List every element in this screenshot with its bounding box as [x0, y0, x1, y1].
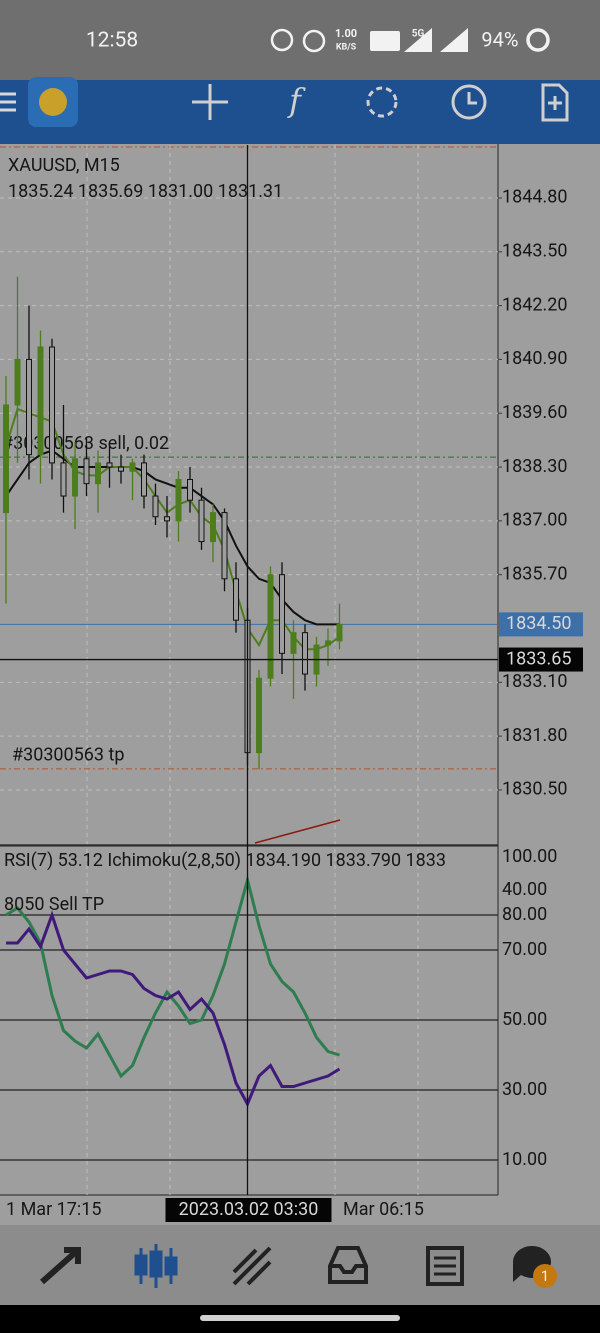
candle-body — [221, 512, 228, 580]
bid-box — [499, 612, 583, 637]
candle-body — [49, 346, 55, 464]
net-speed: 1.00 — [335, 27, 357, 40]
candle-body — [279, 574, 285, 654]
candle-body — [60, 462, 67, 497]
candle-body — [256, 677, 262, 754]
rsi-tick-label: 80.00 — [502, 904, 547, 925]
timeframe-button[interactable] — [451, 84, 487, 120]
chart-area — [0, 144, 600, 1225]
signal-icon — [404, 28, 432, 52]
candle-body — [164, 516, 170, 522]
history-tab[interactable] — [328, 1246, 368, 1284]
bid-label: 1834.50 — [506, 613, 571, 634]
network-type: 5G — [412, 29, 425, 40]
badge — [533, 1264, 557, 1288]
x-label-box — [165, 1198, 332, 1222]
x-label: Mar 06:15 — [343, 1199, 424, 1220]
y-tick-label: 1839.60 — [502, 402, 567, 423]
battery-text: 94% — [481, 27, 518, 51]
rsi-line — [5, 874, 340, 1079]
candle-body — [72, 458, 78, 497]
crosshair-button[interactable] — [192, 84, 228, 120]
trade-level-label: #30300563 sell, 0.02 — [2, 433, 169, 454]
candle-body — [267, 574, 274, 679]
symbols-button[interactable] — [366, 86, 398, 118]
candle-body — [118, 466, 124, 472]
menu-button[interactable] — [0, 92, 16, 112]
trend-line — [254, 819, 341, 844]
y-tick-label: 1830.50 — [502, 779, 567, 800]
rsi-tick-label: 30.00 — [502, 1079, 547, 1100]
bottom-nav — [0, 1225, 600, 1305]
candle-body — [129, 462, 136, 472]
candle-body — [26, 358, 32, 456]
y-tick-label: 1843.50 — [502, 241, 567, 262]
candle-body — [106, 462, 113, 468]
candle-body — [233, 578, 239, 621]
clock: 12:58 — [86, 29, 138, 53]
candle-body — [3, 404, 9, 514]
x-label: 2023.03.02 03:30 — [179, 1199, 319, 1220]
crosshair-price-box — [499, 647, 583, 672]
badge-count: 1 — [541, 1267, 549, 1285]
y-tick-label: 1840.90 — [502, 348, 567, 369]
net-unit: KB/S — [336, 42, 357, 52]
news-lines — [434, 1256, 456, 1276]
new-order-button[interactable] — [541, 83, 569, 122]
x-label: 1 Mar 17:15 — [6, 1199, 101, 1220]
news-tab[interactable] — [426, 1246, 464, 1286]
candle-body — [187, 478, 193, 501]
app-logo-mark — [39, 88, 67, 116]
candle-body — [302, 632, 308, 675]
trade-level-label: #30300563 tp — [12, 745, 124, 766]
y-tick-label: 1837.00 — [502, 510, 567, 531]
y-tick-label: 1842.20 — [502, 294, 567, 315]
rsi-tick-label: 50.00 — [502, 1009, 547, 1030]
candle-body — [198, 499, 205, 543]
crosshair-price-label: 1833.65 — [506, 648, 571, 669]
plot: 1844.80 1843.50 1842.20 1840.90 1839.60 1838.… — [0, 145, 583, 1222]
candle-body — [290, 632, 297, 654]
signal-icon — [440, 28, 468, 52]
rsi-tick-label: 10.00 — [502, 1149, 547, 1170]
candle-body — [141, 462, 147, 497]
y-tick-label: 1835.70 — [502, 563, 567, 584]
candle-body — [325, 640, 331, 646]
rsi-tick-label: 100.00 — [502, 846, 557, 867]
rsi-line — [6, 910, 341, 1108]
y-tick-label: 1831.80 — [502, 725, 567, 746]
chart-tab[interactable] — [134, 1244, 178, 1288]
trade-tab[interactable] — [232, 1246, 272, 1286]
alarm-icon — [302, 29, 326, 53]
home-indicator — [200, 1315, 400, 1321]
status-icon — [270, 28, 294, 52]
status-bar — [0, 0, 600, 80]
candle-body — [83, 458, 90, 485]
candle-body — [95, 462, 101, 485]
toolbar — [0, 80, 600, 144]
y-tick-label: 1844.80 — [502, 187, 567, 208]
rsi-header: RSI(7) 53.12 Ichimoku(2,8,50) 1834.190 1… — [4, 850, 446, 871]
candle-body — [336, 623, 343, 642]
candle-body — [152, 495, 159, 518]
ohlc-info: 1835.24 1835.69 1831.00 1831.31 — [8, 181, 283, 202]
rsi-note: 8050 Sell TP — [4, 894, 104, 915]
y-tick-label: 1833.10 — [502, 671, 567, 692]
y-tick-label: 1838.30 — [502, 456, 567, 477]
timeframe-hands — [467, 92, 477, 105]
candle-body — [14, 358, 21, 406]
candle-body — [210, 512, 216, 543]
overlay-label: 40.00 — [502, 879, 547, 900]
candle-body — [175, 478, 182, 522]
battery-icon — [526, 28, 550, 52]
rsi-tick-label: 70.00 — [502, 939, 547, 960]
volte-icon — [370, 31, 400, 51]
quotes-tab[interactable] — [40, 1247, 81, 1285]
candle-body — [37, 346, 44, 456]
symbol: XAUUSD, M15 — [8, 155, 120, 176]
